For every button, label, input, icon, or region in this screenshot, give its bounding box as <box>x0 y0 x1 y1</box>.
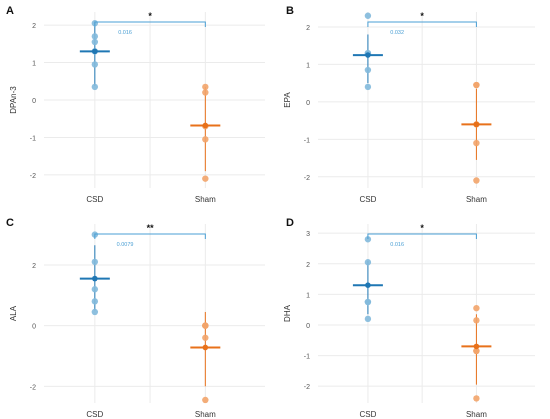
y-tick-label: 1 <box>306 62 310 69</box>
data-point <box>364 236 372 243</box>
panel-b: B EPA -2 -1 0 1 2 CSD Sham * 0.032 <box>283 5 535 204</box>
y-tick-label: -1 <box>304 354 310 361</box>
x-tick-label: CSD <box>359 410 376 419</box>
y-tick-label: 0 <box>306 100 310 107</box>
panel-c: C ALA -2 0 2 CSD Sham ** 0.0079 <box>6 217 265 419</box>
y-axis-label: EPA <box>283 92 292 108</box>
panel-letter: A <box>6 5 14 17</box>
panel-d: D DHA -2 -1 0 1 2 3 CSD Sham * 0.016 <box>283 217 535 419</box>
significance-stars: * <box>420 223 424 233</box>
data-point <box>91 286 99 293</box>
x-tick-label: Sham <box>466 195 487 204</box>
y-axis-label: DHA <box>283 304 292 322</box>
y-tick-label: 0 <box>32 324 36 331</box>
y-tick-label: 2 <box>306 262 310 269</box>
significance-stars: ** <box>147 223 155 233</box>
data-point <box>473 139 480 147</box>
data-point <box>202 89 209 96</box>
mean-point <box>365 52 371 58</box>
significance-bracket <box>367 233 477 239</box>
y-axis-label: ALA <box>9 305 18 321</box>
data-point <box>91 258 99 266</box>
significance-bracket <box>367 21 477 27</box>
x-tick-label: CSD <box>359 195 376 204</box>
data-point <box>91 61 99 68</box>
mean-point <box>473 343 480 350</box>
p-value-label: 0.016 <box>118 30 132 36</box>
mean-point <box>365 282 371 288</box>
significance-bracket <box>94 233 206 239</box>
y-tick-label: 1 <box>306 292 310 299</box>
mean-point <box>473 121 480 128</box>
x-tick-label: CSD <box>86 410 103 419</box>
y-tick-label: -1 <box>30 135 36 142</box>
data-point <box>473 304 480 312</box>
data-point <box>202 322 209 329</box>
data-point <box>202 334 209 341</box>
data-point <box>91 33 99 40</box>
data-point <box>473 81 480 89</box>
data-point <box>202 136 209 143</box>
y-tick-label: 2 <box>32 263 36 270</box>
y-tick-label: -1 <box>304 137 310 144</box>
data-point <box>473 177 480 184</box>
mean-point <box>202 344 209 351</box>
data-point <box>91 83 99 91</box>
x-tick-label: Sham <box>466 410 487 419</box>
p-value-label: 0.016 <box>390 242 404 248</box>
data-point <box>473 395 480 402</box>
data-point <box>202 83 209 91</box>
data-point <box>91 298 99 305</box>
data-point <box>202 175 209 182</box>
panel-a: A DPAn-3 -2 -1 0 1 2 CSD Sham * 0.016 <box>6 5 265 204</box>
y-tick-label: 0 <box>306 323 310 330</box>
x-tick-label: CSD <box>86 195 103 204</box>
data-point <box>364 83 372 91</box>
data-point <box>91 38 99 46</box>
y-tick-label: 0 <box>32 98 36 105</box>
significance-stars: * <box>148 11 152 21</box>
mean-point <box>92 48 98 55</box>
mean-point <box>202 122 209 129</box>
y-tick-label: 2 <box>32 23 36 30</box>
data-point <box>364 66 372 74</box>
panel-letter: B <box>286 5 294 17</box>
panel-letter: C <box>6 217 14 229</box>
y-tick-label: -2 <box>30 173 36 180</box>
y-tick-label: 3 <box>306 231 310 238</box>
x-tick-label: Sham <box>195 195 216 204</box>
mean-point <box>92 275 98 282</box>
y-axis-label: DPAn-3 <box>9 86 18 114</box>
y-tick-label: -2 <box>304 384 310 391</box>
y-tick-label: 1 <box>32 61 36 68</box>
data-point <box>364 298 372 306</box>
y-tick-label: -2 <box>30 384 36 391</box>
significance-bracket <box>94 21 206 27</box>
data-point <box>473 347 480 355</box>
data-point <box>364 259 372 266</box>
panel-letter: D <box>286 217 294 229</box>
y-tick-label: 2 <box>306 25 310 32</box>
p-value-label: 0.032 <box>390 30 404 36</box>
x-tick-label: Sham <box>195 410 216 419</box>
data-point <box>202 396 209 404</box>
y-tick-label: -2 <box>304 175 310 182</box>
data-point <box>364 12 372 19</box>
data-point <box>473 317 480 324</box>
p-value-label: 0.0079 <box>117 242 134 248</box>
data-point <box>91 308 99 316</box>
significance-stars: * <box>420 11 424 21</box>
data-point <box>364 315 372 323</box>
